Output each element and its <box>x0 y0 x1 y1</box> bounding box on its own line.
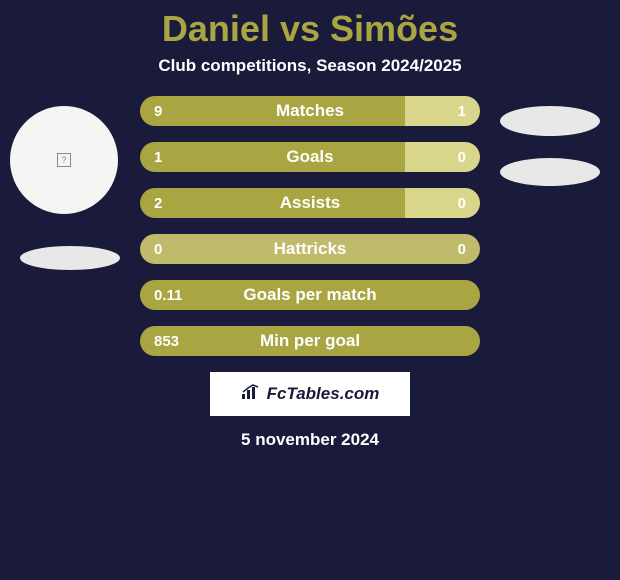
player-right-name: Simões <box>330 8 458 49</box>
stat-left-value: 1 <box>140 142 405 172</box>
chart-icon <box>241 384 261 405</box>
stat-row: 91Matches <box>140 96 480 126</box>
vs-text: vs <box>280 8 320 49</box>
image-placeholder-icon: ? <box>57 153 71 167</box>
brand-text: FcTables.com <box>267 384 380 404</box>
player-left-shadow <box>20 246 120 270</box>
brand-badge: FcTables.com <box>210 372 410 416</box>
player-right-shadow <box>500 158 600 186</box>
player-left-name: Daniel <box>162 8 270 49</box>
stat-left-value: 9 <box>140 96 405 126</box>
player-right-avatar <box>500 106 600 136</box>
stat-right-value: 0 <box>405 188 480 218</box>
stat-left-value: 2 <box>140 188 405 218</box>
stat-right-value: 1 <box>405 96 480 126</box>
stat-row: 853Min per goal <box>140 326 480 356</box>
stat-left-value: 0.11 <box>140 280 480 310</box>
player-left-avatar: ? <box>10 106 118 214</box>
stat-right-value: 0 <box>405 142 480 172</box>
subtitle: Club competitions, Season 2024/2025 <box>0 56 620 96</box>
page-title: Daniel vs Simões <box>0 0 620 56</box>
comparison-panel: ? 91Matches 10Goals 20Assists 00Hattricks 0.… <box>0 96 620 356</box>
stat-left-value: 853 <box>140 326 480 356</box>
stat-row: 0.11Goals per match <box>140 280 480 310</box>
stat-bars: 91Matches 10Goals 20Assists 00Hattricks 0.11… <box>140 96 480 356</box>
stat-left-value: 0 <box>140 234 310 264</box>
stat-row: 20Assists <box>140 188 480 218</box>
stat-row: 00Hattricks <box>140 234 480 264</box>
stat-row: 10Goals <box>140 142 480 172</box>
date-text: 5 november 2024 <box>0 430 620 450</box>
stat-right-value: 0 <box>310 234 480 264</box>
